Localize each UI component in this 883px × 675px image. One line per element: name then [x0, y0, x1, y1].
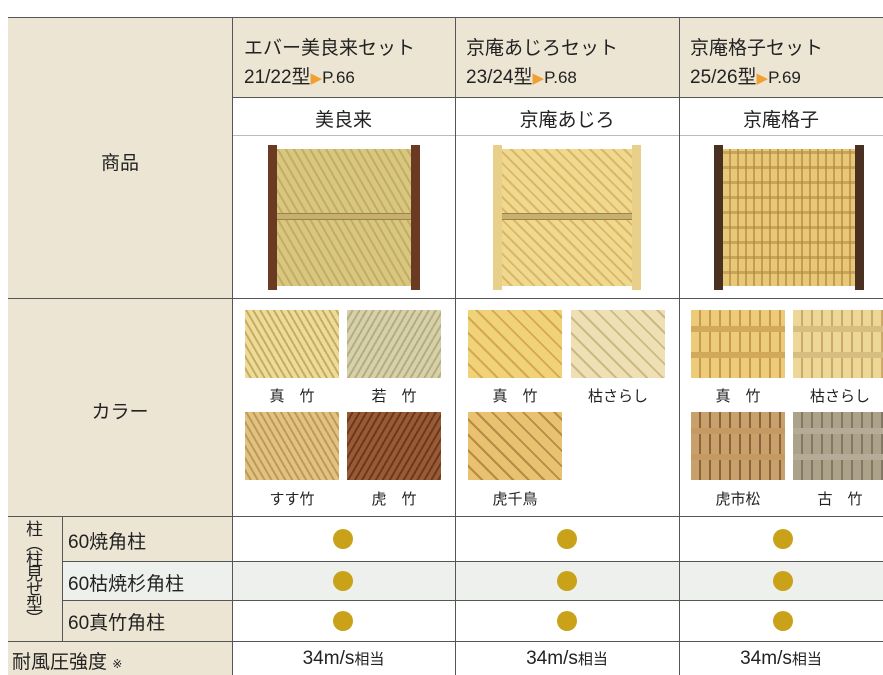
page-ref: P.68: [544, 68, 577, 87]
rule: [62, 561, 883, 562]
row-bg: [62, 561, 883, 600]
availability-dot: [773, 611, 793, 631]
row-label: 耐風圧強度 ※: [12, 647, 122, 674]
product-name: 美良来: [314, 110, 372, 131]
rule: [232, 17, 233, 675]
wind-suffix: 相当: [577, 651, 608, 668]
post-group-label: 柱（柱見せ型）: [23, 520, 42, 625]
color-label: 真 竹: [492, 388, 538, 405]
swatch: [691, 310, 785, 378]
swatch: [793, 310, 883, 378]
rule: [8, 516, 883, 517]
availability-dot: [333, 611, 353, 631]
wind-suffix: 相当: [354, 651, 385, 668]
wind-value: 34m/s相当: [232, 648, 455, 670]
color-label: 枯さらし: [809, 388, 870, 405]
swatch: [245, 310, 339, 378]
color-label: すす竹: [269, 491, 315, 508]
row-label: 商品: [100, 153, 139, 174]
set-name: 京庵あじろセット: [466, 38, 619, 59]
product-name: 京庵格子: [742, 110, 819, 131]
product-image: [714, 145, 864, 290]
color-label: 虎 竹: [371, 491, 417, 508]
availability-dot: [557, 529, 577, 549]
wind-number: 34m/s: [526, 648, 578, 669]
availability-dot: [557, 611, 577, 631]
color-label: 真 竹: [715, 388, 761, 405]
swatch: [468, 310, 562, 378]
product-image: [493, 145, 641, 290]
model: 23/24型▶P.68: [466, 67, 577, 88]
product-name: 京庵あじろ: [519, 110, 615, 131]
wind-number: 34m/s: [302, 648, 355, 669]
row-label: カラー: [91, 402, 149, 423]
color-label: 古 竹: [817, 491, 863, 508]
rule: [62, 600, 883, 601]
rule: [455, 17, 456, 675]
rule: [8, 641, 883, 642]
model: 25/26型▶P.69: [690, 67, 801, 88]
availability-dot: [773, 571, 793, 591]
rule: [8, 298, 883, 299]
rule: [679, 17, 680, 675]
color-label: 虎千鳥: [492, 491, 538, 508]
swatch: [793, 412, 883, 480]
page-ref: P.69: [768, 68, 801, 87]
rule: [232, 135, 883, 136]
page-ref: P.66: [322, 68, 355, 87]
rule: [232, 97, 883, 98]
label-bg: [8, 97, 232, 516]
swatch: [347, 310, 441, 378]
wind-number: 34m/s: [740, 648, 792, 669]
wind-suffix: 相当: [791, 651, 822, 668]
swatch: [245, 412, 339, 480]
color-label: 虎市松: [715, 491, 761, 508]
set-name: 京庵格子セット: [690, 38, 824, 59]
product-image: [268, 145, 420, 290]
color-label: 枯さらし: [587, 388, 648, 405]
wind-value: 34m/s相当: [455, 648, 679, 670]
row-label: 60枯焼杉角柱: [68, 574, 185, 595]
swatch: [691, 412, 785, 480]
row-label: 60焼角柱: [68, 532, 147, 553]
model: 21/22型▶P.66: [244, 67, 355, 88]
wind-label: 耐風圧強度: [12, 652, 108, 673]
row-label: 60真竹角柱: [68, 613, 166, 634]
swatch: [347, 412, 441, 480]
swatch: [571, 310, 665, 378]
model-number: 25/26型: [690, 67, 757, 88]
availability-dot: [557, 571, 577, 591]
color-label: 若 竹: [371, 388, 417, 405]
wind-value: 34m/s相当: [679, 648, 883, 670]
availability-dot: [773, 529, 793, 549]
wind-note: ※: [112, 657, 123, 671]
availability-dot: [333, 571, 353, 591]
set-name: エバー美良来セット: [244, 38, 416, 59]
swatch: [468, 412, 562, 480]
rule: [62, 516, 63, 641]
model-number: 21/22型: [244, 67, 311, 88]
rule: [8, 17, 883, 18]
model-number: 23/24型: [466, 67, 533, 88]
color-label: 真 竹: [269, 388, 315, 405]
header-bg: [8, 17, 883, 97]
availability-dot: [333, 529, 353, 549]
